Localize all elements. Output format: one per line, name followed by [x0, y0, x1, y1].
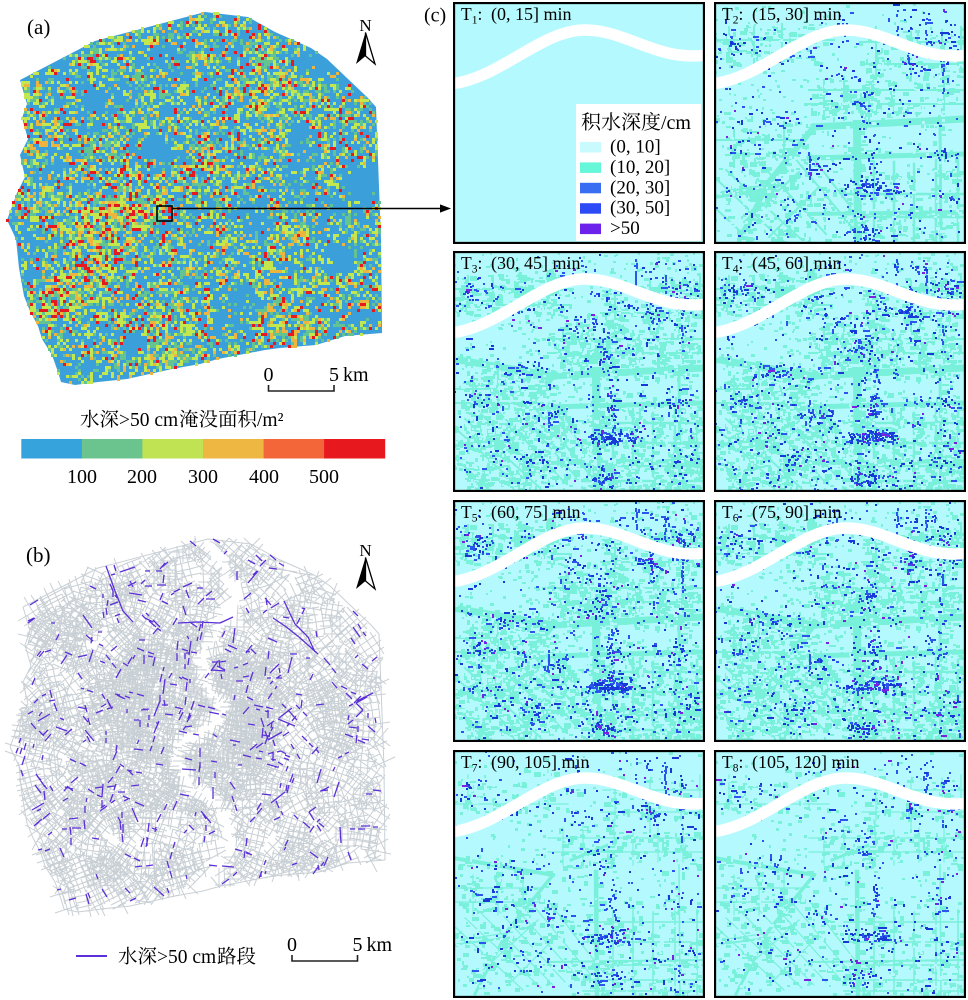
svg-text:T5:(60, 75] min: T5: (60, 75] min: [461, 502, 581, 525]
svg-text:5: 5: [353, 934, 363, 956]
svg-text:0: 0: [287, 934, 297, 956]
svg-text:500: 500: [309, 466, 339, 488]
svg-text:(20, 30]: (20, 30]: [610, 177, 670, 198]
svg-text:100: 100: [67, 466, 97, 488]
svg-text:T3:(30, 45] min: T3: (30, 45] min: [461, 253, 581, 276]
svg-text:/m²: /m²: [257, 410, 284, 431]
svg-text:T4:(45, 60] min: T4: (45, 60] min: [722, 253, 842, 276]
svg-text:km: km: [367, 934, 393, 956]
svg-text:T8:(105, 120] min: T8: (105, 120] min: [722, 752, 860, 775]
svg-text:300: 300: [188, 466, 218, 488]
svg-text:T1:(0, 15] min: T1: (0, 15] min: [461, 4, 572, 27]
svg-text:5: 5: [329, 364, 339, 386]
svg-text:>50: >50: [610, 218, 640, 239]
svg-text:(b): (b): [26, 543, 51, 567]
svg-text:(0, 10]: (0, 10]: [610, 137, 661, 158]
svg-text:200: 200: [127, 466, 157, 488]
svg-text:>50 cm: >50 cm: [119, 410, 178, 431]
svg-text:km: km: [343, 364, 369, 386]
svg-text:(c): (c): [424, 5, 446, 27]
svg-text:0: 0: [264, 364, 274, 386]
svg-text:N: N: [359, 16, 371, 35]
svg-text:T6:(75, 90] min: T6: (75, 90] min: [722, 502, 842, 525]
svg-text:/cm: /cm: [661, 112, 691, 134]
svg-text:400: 400: [249, 466, 279, 488]
svg-text:T2:(15, 30] min: T2: (15, 30] min: [722, 4, 842, 27]
svg-text:>50 cm: >50 cm: [157, 947, 216, 968]
svg-text:N: N: [359, 541, 371, 560]
svg-text:(a): (a): [27, 15, 50, 39]
svg-text:T7:(90, 105] min: T7: (90, 105] min: [461, 752, 590, 775]
svg-text:(30, 50]: (30, 50]: [610, 198, 670, 219]
svg-text:(10, 20]: (10, 20]: [610, 157, 670, 178]
